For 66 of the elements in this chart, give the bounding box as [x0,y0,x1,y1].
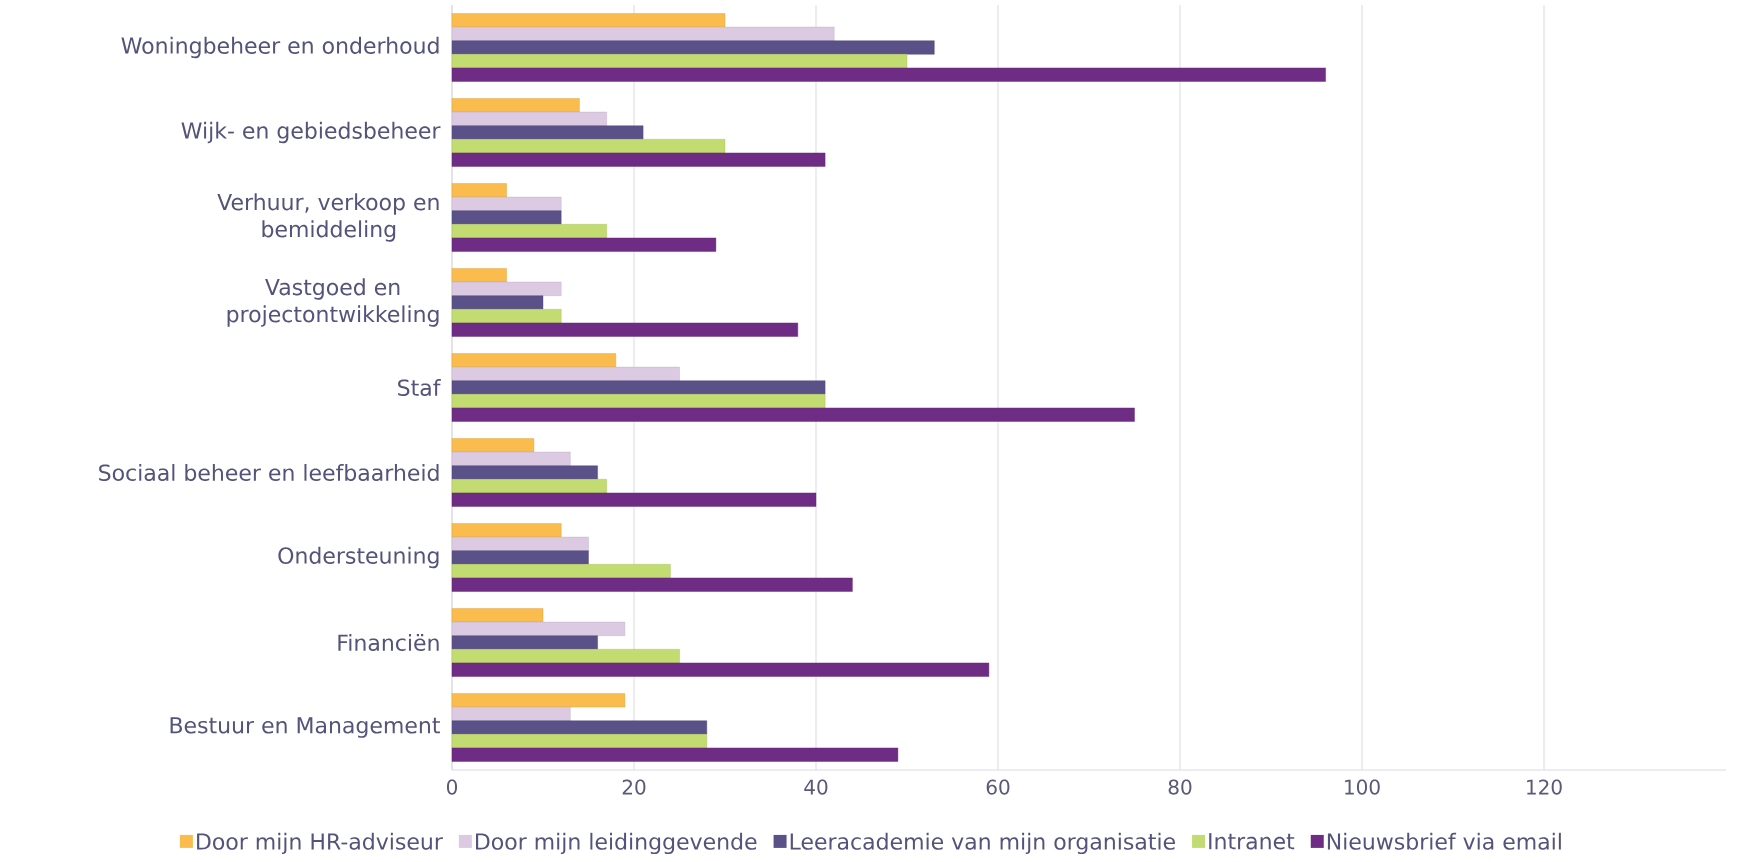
bar [451,322,798,337]
x-tick-label: 20 [622,779,646,795]
bar [451,438,535,453]
bar [451,564,671,579]
bar [451,237,717,252]
x-tick-label: 60 [986,779,1010,795]
y-tick-label: Woningbeheer en onderhoud [121,36,439,59]
y-tick-label: Wijk- en gebiedsbeheer [181,121,441,144]
bar [451,523,562,538]
bar [451,706,571,721]
bar [451,281,562,296]
y-tick-label: Verhuur, verkoop en bemiddeling [217,193,439,242]
bar [451,577,853,592]
bar [451,210,562,225]
bar [451,451,571,466]
legend-label: Intranet [1209,833,1295,850]
y-tick-label: Financiën [338,633,439,652]
bar [451,649,680,664]
bar [451,747,899,762]
x-tick-label: 100 [1345,779,1380,795]
y-tick-label: Sociaal beheer en leefbaarheid [99,463,439,482]
bar [451,67,1326,82]
bar [451,734,707,749]
bar [451,152,826,167]
bar [451,40,935,55]
bar [451,309,562,324]
bar [451,394,826,409]
bar [451,407,1135,422]
bar [451,479,607,494]
x-tick-label: 80 [1168,779,1192,795]
x-tick-label: 40 [804,779,828,795]
bar [451,111,607,126]
bar [451,183,507,198]
bar [451,662,990,677]
y-tick-label: Staf [398,378,441,397]
legend-label: Nieuwsbrief via email [1327,832,1561,850]
bar [451,550,589,565]
bar [451,26,835,41]
bar [451,608,544,623]
y-tick-label: Ondersteuning [278,546,439,569]
bar [451,621,626,636]
bar [451,366,680,381]
y-tick-label: Bestuur en Management [170,717,440,738]
bar [451,353,616,368]
y-tick-label: Vastgoed en projectontwikkeling [227,278,439,327]
bar [451,635,598,650]
x-tick-label: 0 [446,779,458,795]
bar [451,98,580,113]
bar [451,13,726,28]
bar [451,125,644,140]
bar [451,720,707,735]
bar [451,380,826,395]
bar [451,139,726,154]
bar [451,224,607,239]
bar [451,196,562,211]
bar [451,693,626,708]
x-tick-label: 120 [1527,779,1562,795]
bar [451,492,817,507]
bar [451,465,598,480]
bar [451,268,507,283]
bar [451,295,544,310]
bar [451,54,908,69]
legend-label: Door mijn HR-adviseur [197,832,443,855]
legend-label: Door mijn leidinggevende [476,832,757,855]
bar [451,536,589,551]
legend-label: Leeracademie van mijn organisatie [790,832,1175,855]
